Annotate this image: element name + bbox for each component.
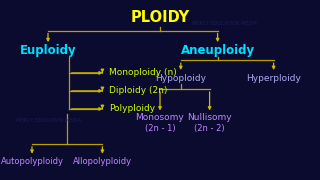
Text: MERCY EDUCATION MEDIA: MERCY EDUCATION MEDIA <box>192 21 257 26</box>
Text: Nullisomy: Nullisomy <box>187 113 232 122</box>
Text: (2n - 2): (2n - 2) <box>194 124 225 133</box>
Text: Polyploidy: Polyploidy <box>109 104 155 113</box>
Text: MERCY EDUCATION MEDIA: MERCY EDUCATION MEDIA <box>16 118 81 123</box>
Text: Hypoploidy: Hypoploidy <box>155 74 206 83</box>
Text: Aneuploidy: Aneuploidy <box>180 44 255 57</box>
Text: Allopolyploidy: Allopolyploidy <box>73 158 132 166</box>
Text: Euploidy: Euploidy <box>20 44 76 57</box>
Text: PLOIDY: PLOIDY <box>131 10 189 26</box>
Text: Diploidy (2n): Diploidy (2n) <box>109 86 167 95</box>
Text: (2n - 1): (2n - 1) <box>145 124 175 133</box>
Text: Monoploidy (n): Monoploidy (n) <box>109 68 177 77</box>
Text: Autopolyploidy: Autopolyploidy <box>1 158 63 166</box>
Text: Hyperploidy: Hyperploidy <box>246 74 301 83</box>
Text: Monosomy: Monosomy <box>136 113 184 122</box>
